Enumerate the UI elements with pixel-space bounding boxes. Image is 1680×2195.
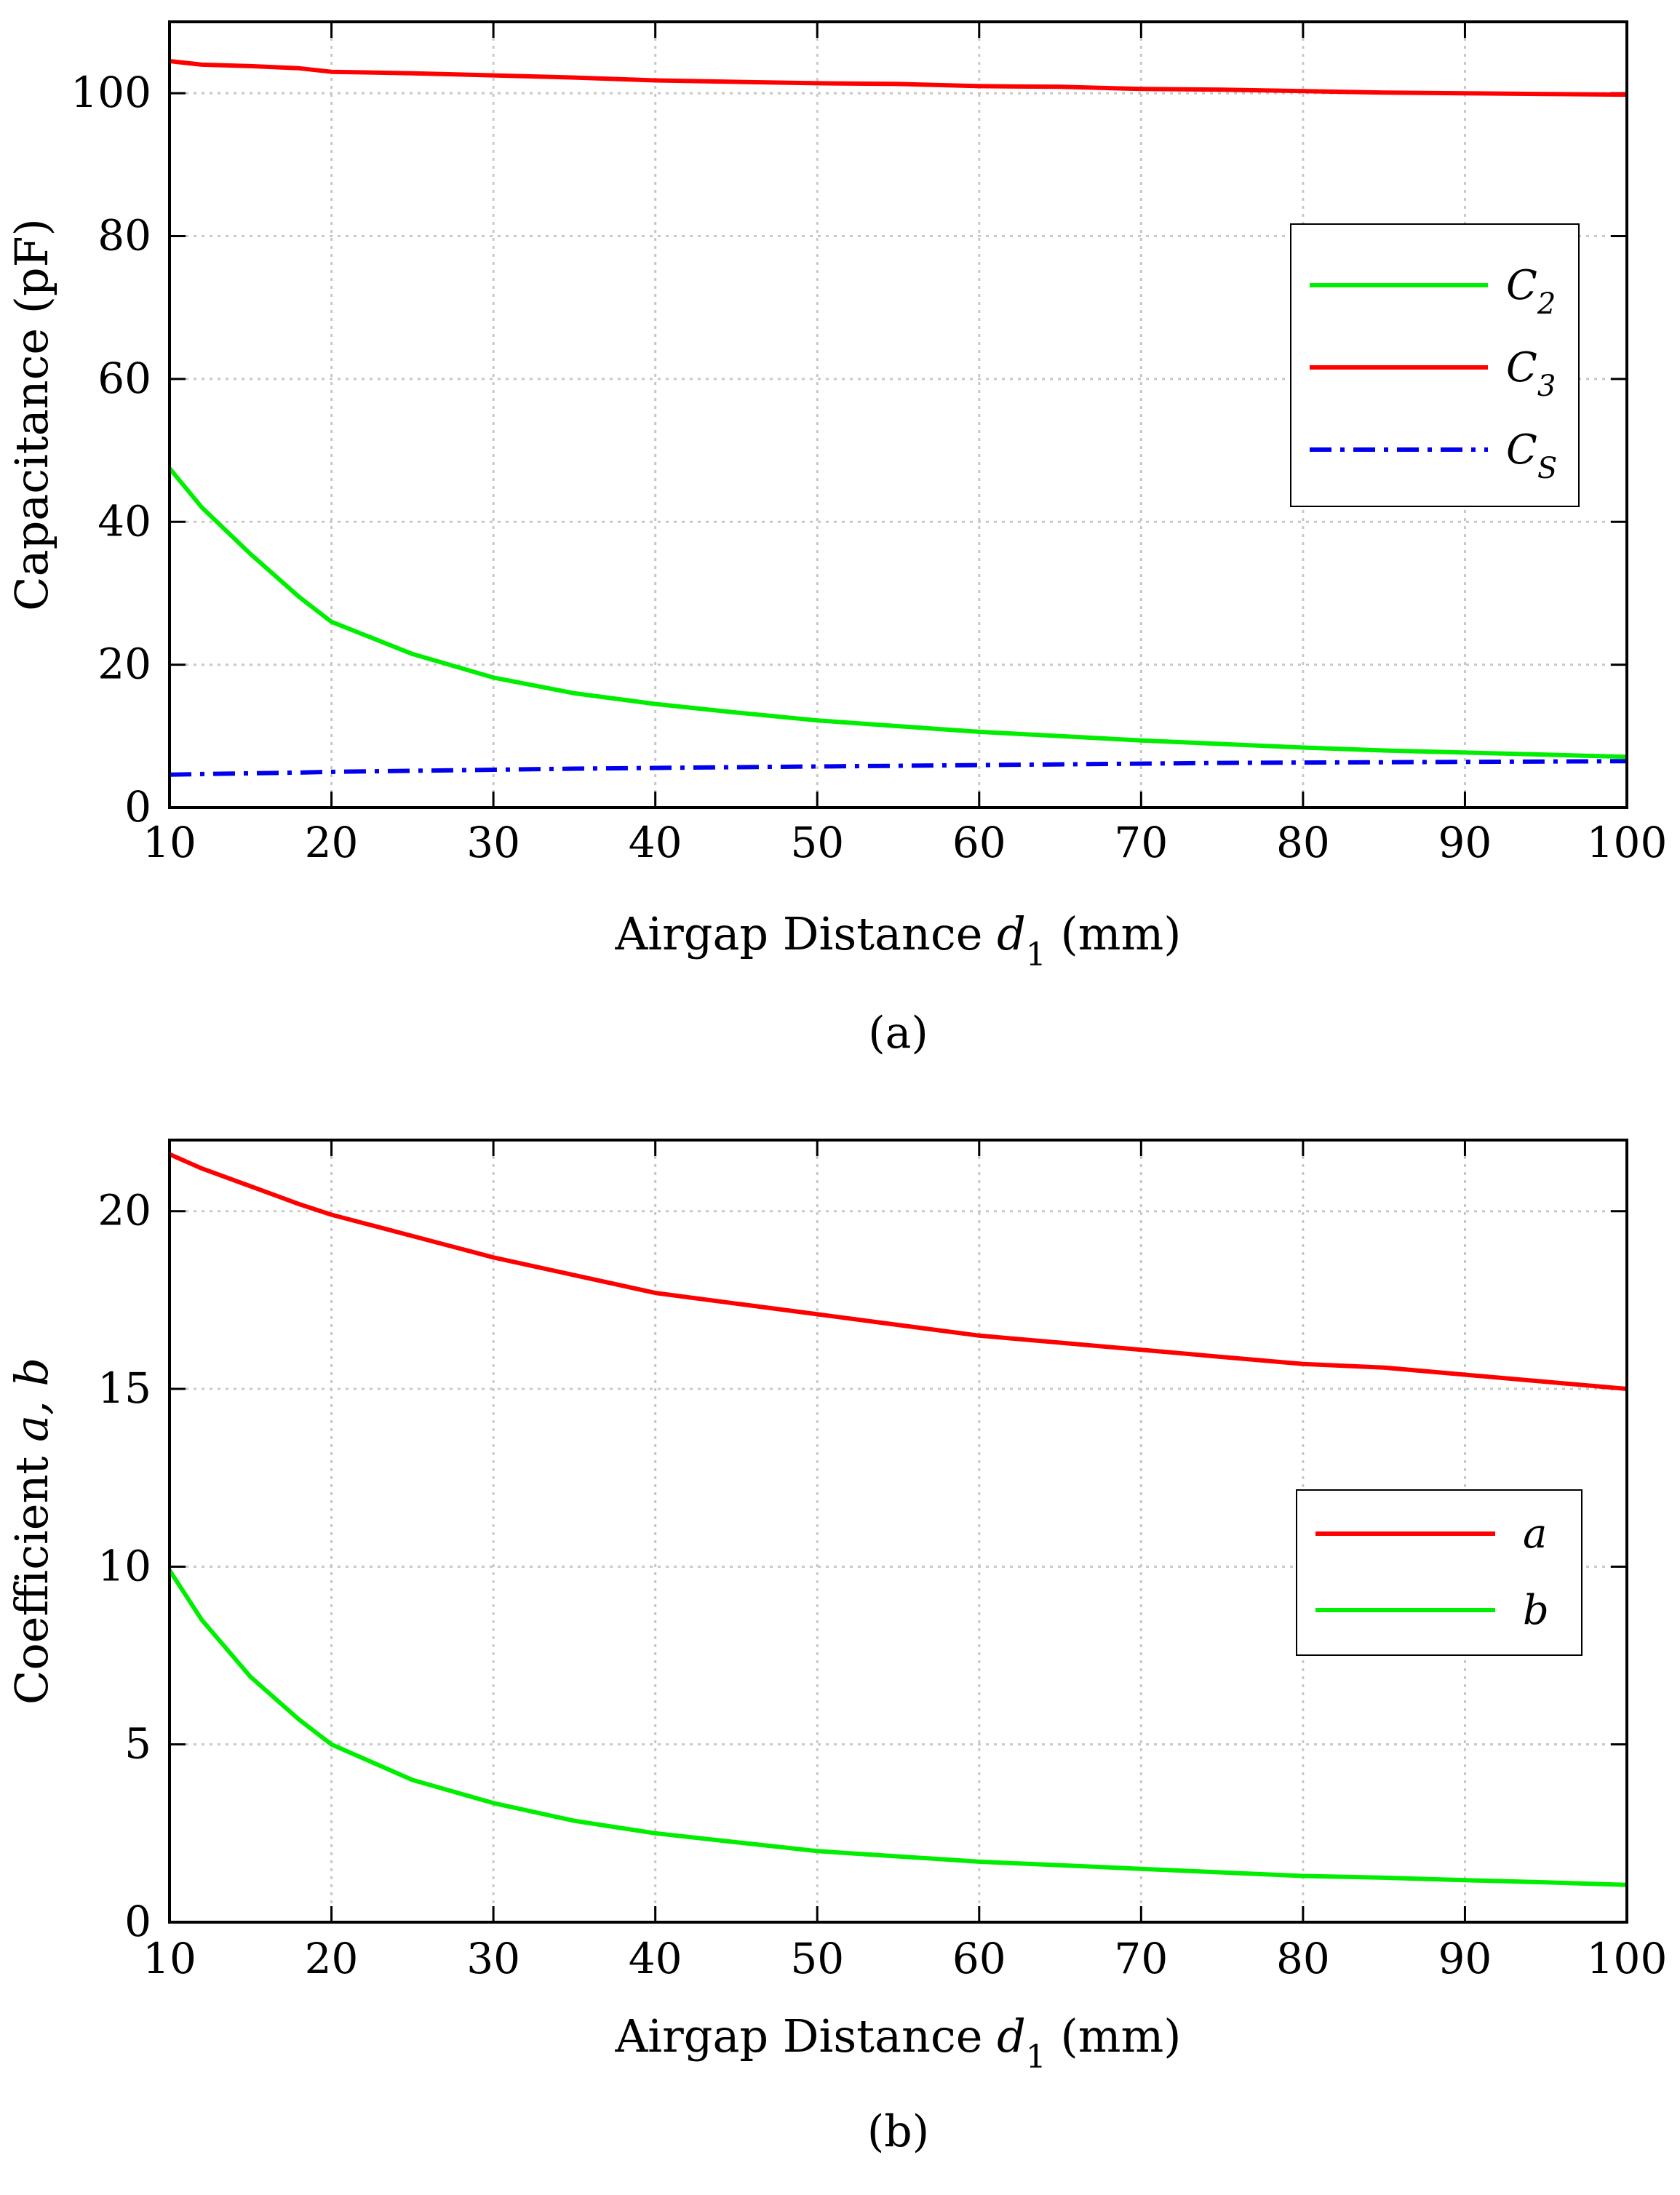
chart-panel-a: 10 20 30 40 50 60 70 80 90 100020406080100C2C3CSA…	[5, 20, 1668, 1059]
series-line-C2	[167, 466, 1628, 760]
x-axis-label-text: Airgap Distance	[615, 907, 998, 960]
x-axis-label-unit: (mm)	[1046, 907, 1182, 960]
y-tick-label: 10	[97, 1541, 151, 1590]
chart-panel-b: 10 20 30 40 50 60 70 80 90 100 0 5 10 15 20 ab Airgap Di…	[5, 1139, 1668, 2157]
x-tick-label: 30	[466, 818, 520, 867]
x-axis-label-text: Airgap Distance	[615, 2009, 998, 2063]
x-tick-label: 50	[790, 1934, 844, 1983]
x-tick-label: 100	[1587, 1934, 1668, 1983]
legend-label-C3: C3	[1506, 344, 1556, 403]
x-axis-label-sub: 1	[1026, 2039, 1046, 2076]
series-line-b	[167, 1569, 1628, 1887]
plot-frame	[168, 1139, 1628, 1924]
x-tick-label: 90	[1438, 1934, 1492, 1983]
x-tick-label: 40	[629, 818, 682, 867]
x-tick-label: 40	[629, 1934, 682, 1983]
x-tick-label: 60	[952, 818, 1006, 867]
series-line-C3	[169, 59, 1628, 97]
x-tick-label: 20	[305, 1934, 359, 1983]
y-tick-label: 15	[97, 1363, 151, 1413]
y-axis-label: Capacitance (pF)	[5, 218, 58, 611]
x-axis-label-symbol: d	[997, 907, 1026, 960]
legend-label-CS: CS	[1506, 426, 1557, 485]
legend-label-sub: 3	[1537, 370, 1556, 403]
y-tick-label: 40	[97, 496, 151, 546]
legend-box	[1296, 1489, 1583, 1656]
legend: ab	[1296, 1489, 1583, 1656]
y-axis-label: Coefficient a, b	[5, 1358, 58, 1705]
x-tick-label: 50	[790, 818, 844, 867]
x-tick-label: 80	[1276, 818, 1330, 867]
y-tick-label: 60	[97, 354, 151, 403]
x-axis-label: Airgap Distance d1 (mm)	[615, 2009, 1182, 2076]
x-axis-label-sub: 1	[1026, 936, 1046, 973]
x-axis-label-symbol: d	[997, 2009, 1026, 2063]
x-tick-label: 60	[952, 1934, 1006, 1983]
plot-frame	[168, 20, 1628, 809]
series-line-CS	[169, 759, 1628, 777]
y-tick-label: 5	[124, 1719, 151, 1769]
legend-label-base: C	[1506, 262, 1537, 309]
y-tick-label: 0	[124, 782, 151, 832]
legend-label-base: a	[1523, 1510, 1547, 1558]
legend-label-base: b	[1523, 1587, 1549, 1634]
y-tick-label: 80	[97, 211, 151, 260]
legend-label-base: C	[1506, 344, 1537, 391]
x-tick-label: 80	[1276, 1934, 1330, 1983]
x-tick-label: 90	[1438, 818, 1492, 867]
legend-label-sub: 2	[1537, 287, 1556, 321]
series-line-a	[168, 1152, 1628, 1391]
x-tick-label: 10	[143, 818, 196, 867]
legend-label-a: a	[1523, 1510, 1547, 1558]
legend-label-C2: C2	[1506, 262, 1556, 321]
y-axis-label-text: Coefficient	[5, 1457, 58, 1705]
x-axis-label: Airgap Distance d1 (mm)	[615, 907, 1182, 973]
x-tick-label: 20	[305, 818, 359, 867]
y-tick-label: 20	[97, 1186, 151, 1235]
legend-label-b: b	[1523, 1587, 1549, 1634]
panel-label: (a)	[868, 1008, 928, 1059]
x-tick-label: 100	[1587, 818, 1668, 867]
panel-label: (b)	[867, 2106, 929, 2157]
x-tick-label: 70	[1114, 1934, 1168, 1983]
y-tick-label: 0	[124, 1897, 151, 1946]
x-tick-label: 70	[1114, 818, 1168, 867]
legend-label-sub: S	[1537, 452, 1557, 485]
y-tick-label: 20	[97, 640, 151, 689]
x-tick-label: 10	[143, 1934, 196, 1983]
y-axis-label-text: Capacitance (pF)	[5, 218, 58, 611]
legend-label-base: C	[1506, 426, 1537, 474]
x-axis-label-unit: (mm)	[1046, 2009, 1182, 2063]
y-tick-label: 100	[71, 68, 151, 117]
x-tick-label: 30	[466, 1934, 520, 1983]
y-axis-label-symbols: a, b	[5, 1358, 58, 1457]
